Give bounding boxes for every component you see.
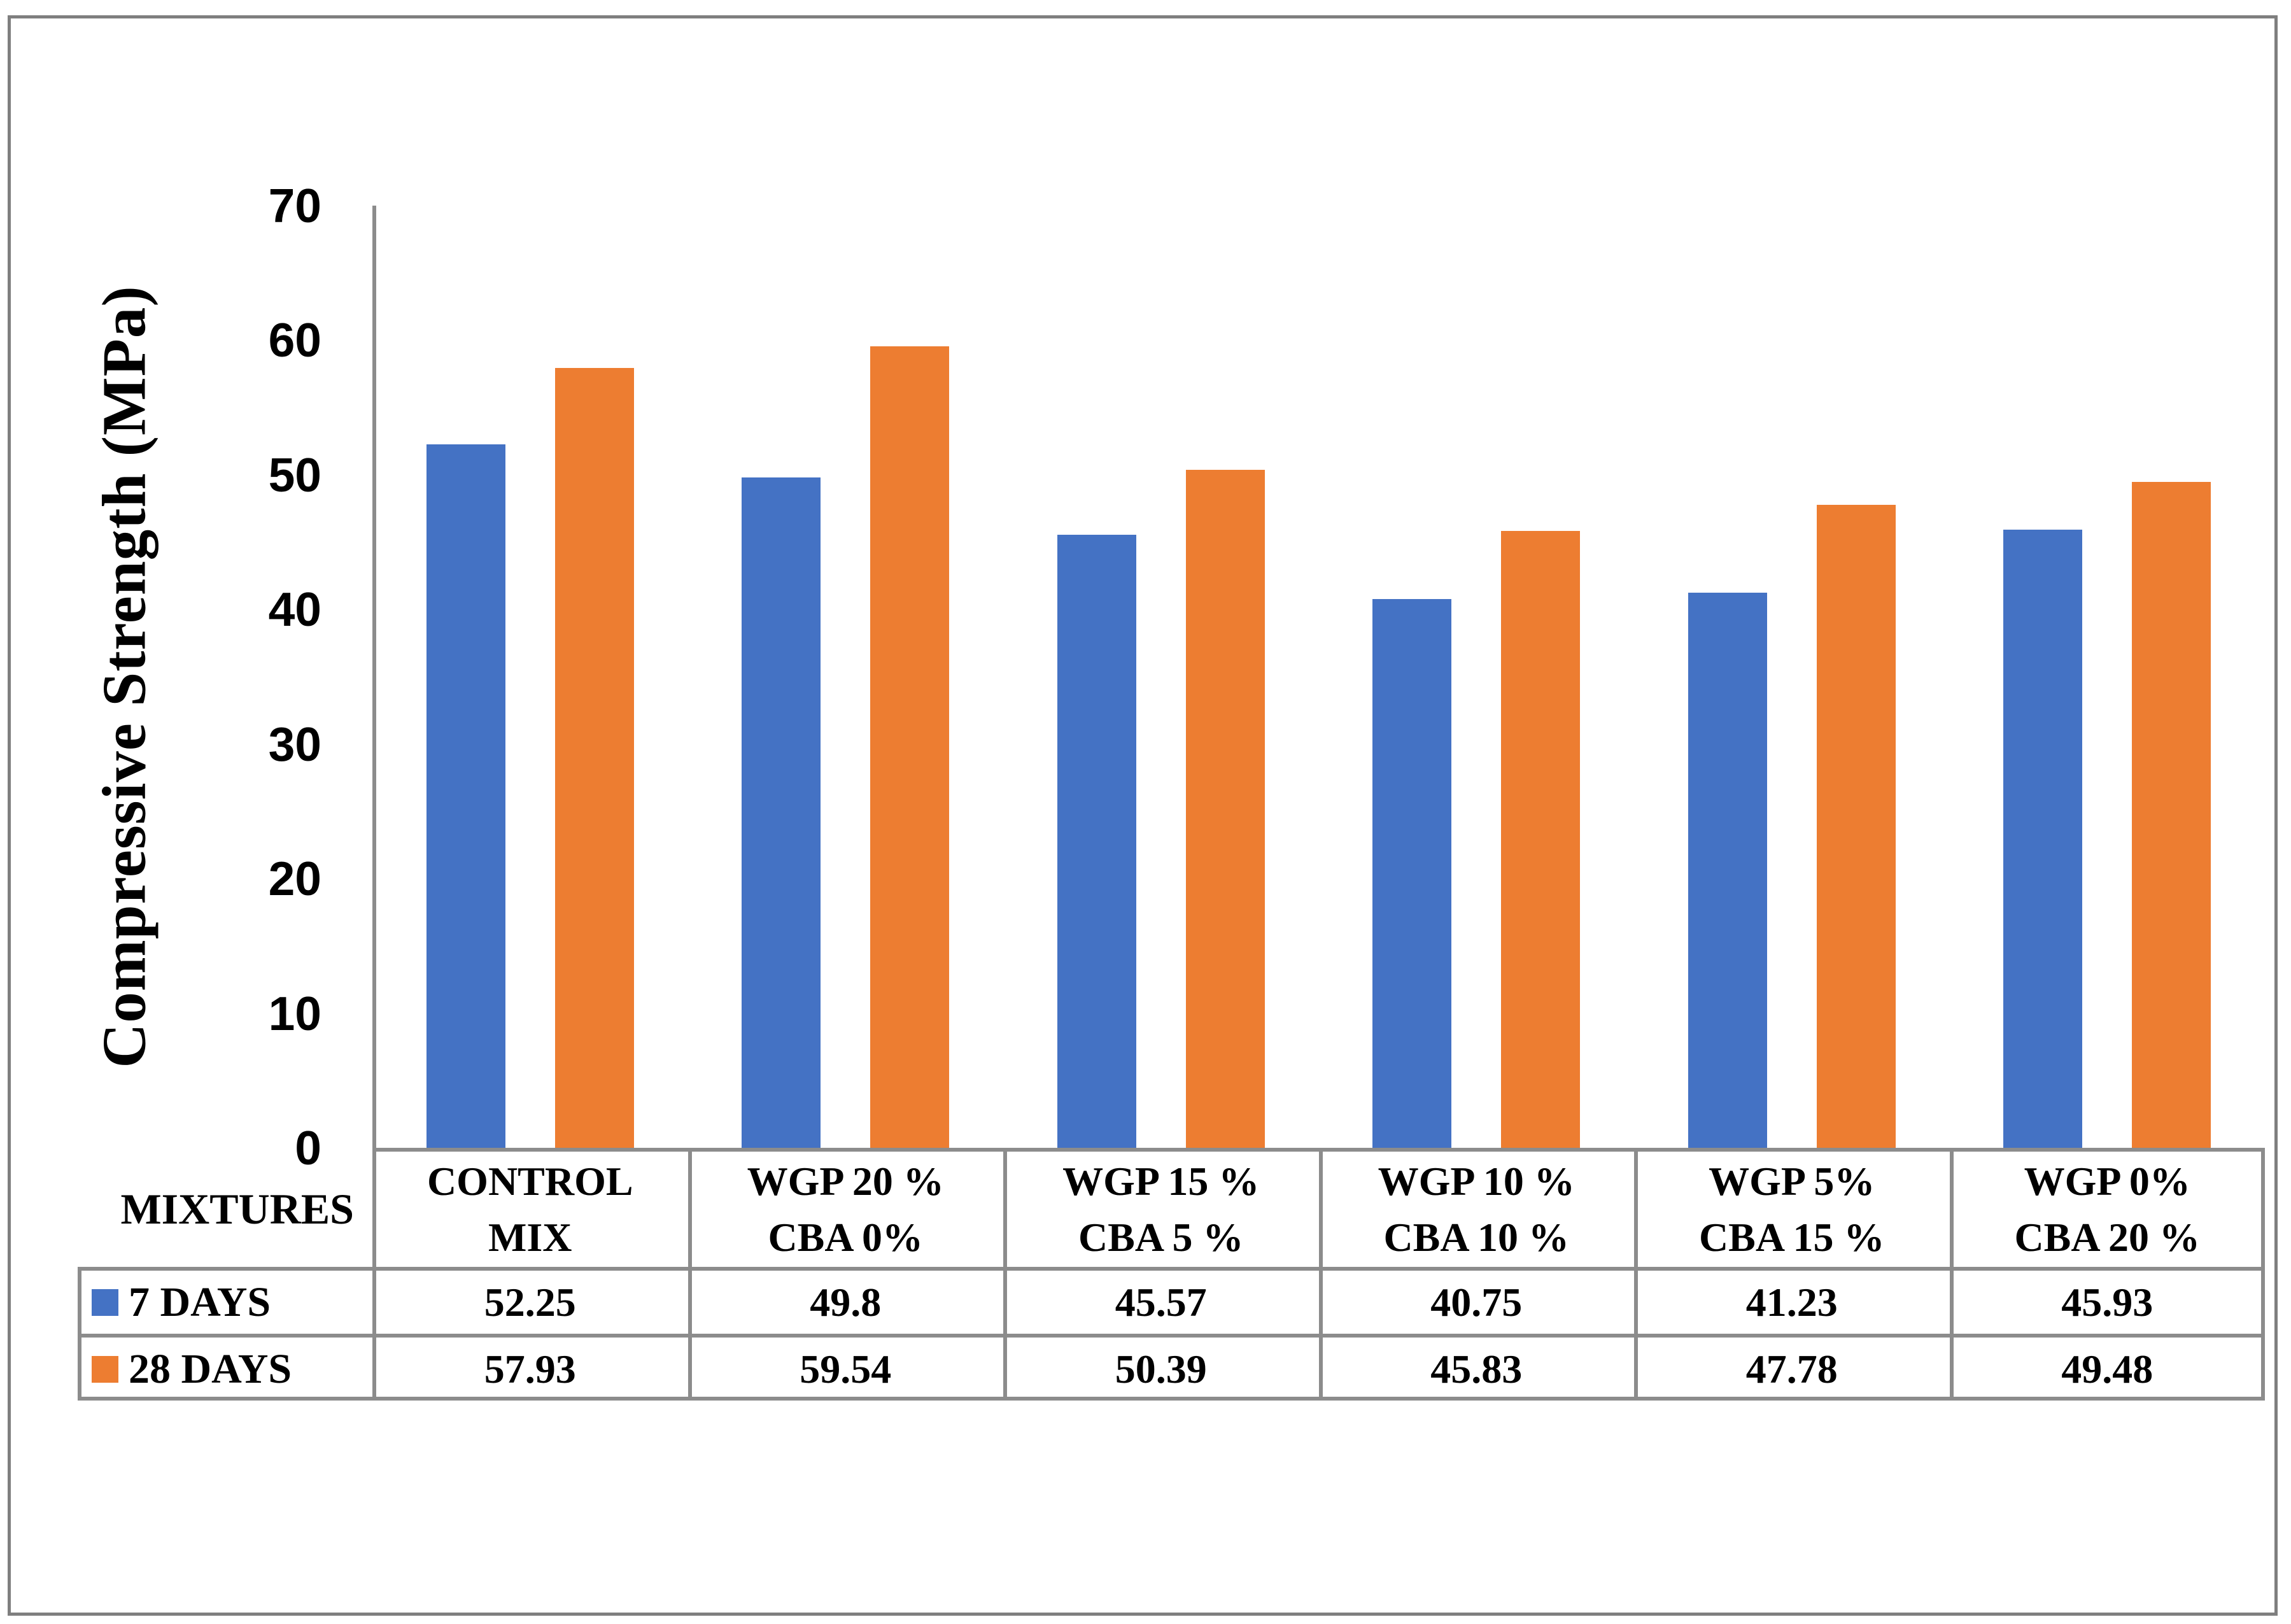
value-cell-28-days-wgp-0: 49.48 <box>2061 1346 2154 1392</box>
y-axis-tick-label-50: 50 <box>268 448 321 502</box>
legend-item-7-days: 7 DAYS <box>78 1271 372 1334</box>
category-header-wgp-20-cba-0: WGP 20 % CBA 0% <box>747 1158 944 1260</box>
value-cell-7-days-wgp-10: 40.75 <box>1430 1279 1523 1325</box>
category-header-wgp-15-cba-5: WGP 15 % CBA 5 % <box>1062 1158 1260 1260</box>
y-axis-tick-label-40: 40 <box>268 583 321 637</box>
table-vline <box>2261 1148 2265 1401</box>
y-axis-tick-label-70: 70 <box>268 179 321 232</box>
bar-28-days-control-mix <box>554 368 634 1148</box>
figure-border <box>8 15 2278 1616</box>
table-vline <box>372 1148 376 1401</box>
y-axis-line <box>372 206 376 1148</box>
table-vline <box>1003 1148 1007 1401</box>
data-table: MIXTURES CONTROL MIX WGP 20 % CBA 0% WGP 15 … <box>78 1148 2269 1404</box>
bar-28-days-wgp-10-cba-10 <box>1501 531 1581 1148</box>
value-cell-28-days-control: 57.93 <box>484 1346 576 1392</box>
table-vline-left <box>78 1267 81 1401</box>
category-header-control-mix: CONTROL MIX <box>426 1158 633 1260</box>
bar-7-days-wgp-10-cba-10 <box>1372 599 1452 1148</box>
y-axis-tick-label-0: 0 <box>295 1121 321 1175</box>
y-axis-tick-label-60: 60 <box>268 313 321 367</box>
value-cell-7-days-control: 52.25 <box>484 1279 576 1325</box>
value-cell-28-days-wgp-15: 50.39 <box>1115 1346 1207 1392</box>
y-axis-tick-label-20: 20 <box>268 852 321 906</box>
table-vline <box>1634 1148 1638 1401</box>
legend-label: 28 DAYS <box>129 1345 292 1392</box>
bar-28-days-wgp-15-cba-5 <box>1185 469 1265 1148</box>
y-axis-tick-labels: 0 10 20 30 40 50 60 70 <box>0 181 321 1172</box>
legend-swatch-28-days <box>92 1355 118 1383</box>
x-axis-title: MIXTURES <box>120 1185 355 1233</box>
bar-28-days-wgp-0-cba-20 <box>2132 481 2211 1148</box>
y-axis-tick-label-10: 10 <box>268 986 321 1040</box>
table-vline <box>1950 1148 1954 1401</box>
value-cell-7-days-wgp-5: 41.23 <box>1745 1279 1838 1325</box>
x-axis-line <box>372 1148 2265 1152</box>
legend-label: 7 DAYS <box>129 1278 271 1325</box>
table-hline <box>78 1334 2265 1338</box>
legend-item-28-days: 28 DAYS <box>78 1338 372 1401</box>
y-axis-tick-label-30: 30 <box>268 717 321 771</box>
plot-area <box>372 206 2265 1148</box>
bar-7-days-wgp-0-cba-20 <box>2003 529 2083 1148</box>
bar-7-days-control-mix <box>426 444 505 1148</box>
bar-28-days-wgp-5-cba-15 <box>1816 504 1896 1148</box>
legend-swatch-7-days <box>92 1289 118 1316</box>
value-cell-7-days-wgp-15: 45.57 <box>1115 1279 1207 1325</box>
value-cell-28-days-wgp-10: 45.83 <box>1430 1346 1523 1392</box>
value-cell-28-days-wgp-5: 47.78 <box>1745 1346 1838 1392</box>
category-header-wgp-10-cba-10: WGP 10 % CBA 10 % <box>1378 1158 1575 1260</box>
table-hline-bottom <box>78 1397 2265 1401</box>
value-cell-7-days-wgp-20: 49.8 <box>810 1279 882 1325</box>
table-vline <box>688 1148 692 1401</box>
category-header-wgp-5-cba-15: WGP 5% CBA 15 % <box>1698 1158 1885 1260</box>
category-header-wgp-0-cba-20: WGP 0% CBA 20 % <box>2014 1158 2201 1260</box>
bar-7-days-wgp-20-cba-0 <box>742 477 821 1148</box>
table-vline <box>1319 1148 1323 1401</box>
table-hline <box>78 1267 2265 1271</box>
bar-7-days-wgp-15-cba-5 <box>1057 534 1136 1148</box>
bar-7-days-wgp-5-cba-15 <box>1688 593 1767 1148</box>
value-cell-7-days-wgp-0: 45.93 <box>2061 1279 2154 1325</box>
value-cell-28-days-wgp-20: 59.54 <box>800 1346 892 1392</box>
bar-28-days-wgp-20-cba-0 <box>870 346 950 1148</box>
